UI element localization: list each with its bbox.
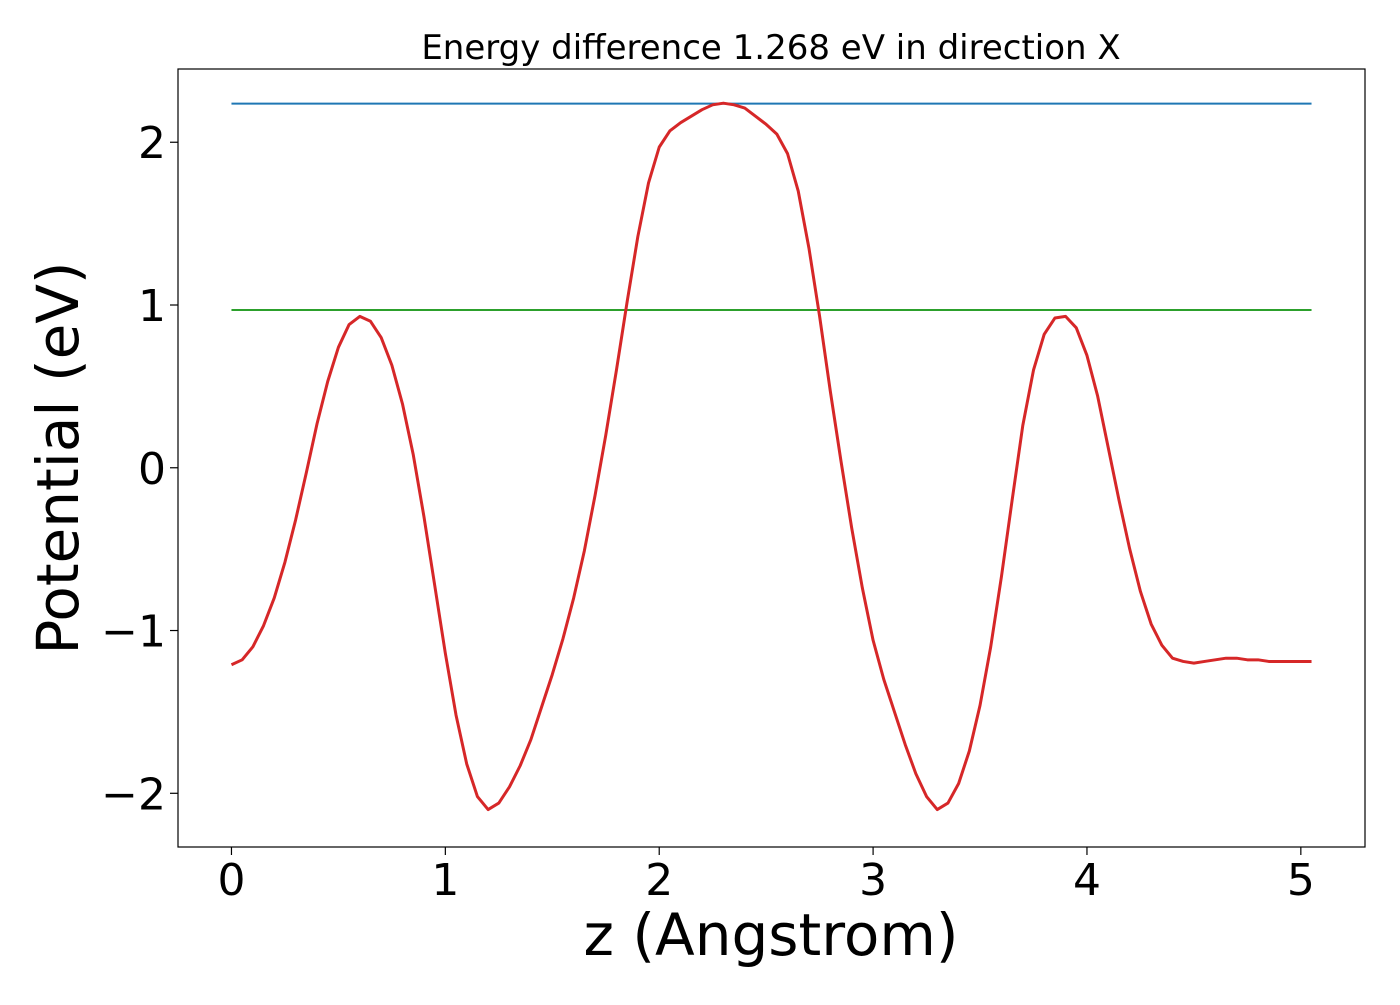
y-tick-label: 2 (138, 118, 166, 169)
x-axis: 0 1 2 3 4 5 (217, 847, 1315, 906)
x-tick-label: 1 (431, 855, 459, 906)
series-line-2 (230, 101, 1312, 812)
x-tick-label: 0 (217, 855, 245, 906)
y-axis: −2 −1 0 1 2 (101, 118, 178, 820)
plot-frame (177, 68, 1366, 848)
y-axis-title: Potential (eV) (24, 261, 92, 654)
x-tick-label: 3 (859, 855, 887, 906)
y-tick-label: −2 (101, 769, 166, 820)
x-tick-label: 5 (1287, 855, 1315, 906)
plot-area (230, 101, 1312, 812)
y-tick-label: 0 (138, 444, 166, 495)
y-tick-label: 1 (138, 281, 166, 332)
y-tick-label: −1 (101, 607, 166, 658)
x-axis-title: z (Angstrom) (584, 901, 959, 969)
x-tick-label: 4 (1073, 855, 1101, 906)
chart-title: Energy difference 1.268 eV in direction … (421, 28, 1120, 68)
x-tick-label: 2 (645, 855, 673, 906)
